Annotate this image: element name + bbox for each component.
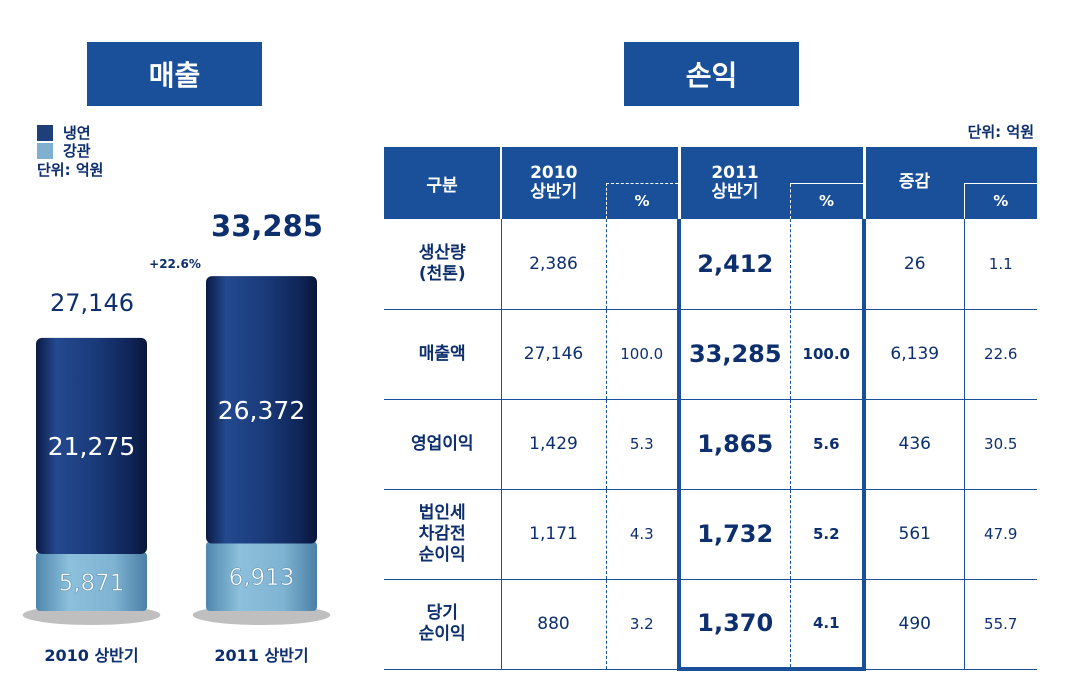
cell-2010-value: 1,171 [501, 489, 606, 580]
cell-2010-pct: 3.2 [605, 579, 680, 670]
cell-2011-pct: 5.2 [789, 489, 866, 580]
header-2010: 2010 상반기 [501, 147, 606, 219]
cell-change-pct: 1.1 [963, 219, 1037, 310]
sales-legend: 냉연 강관 단위: 억원 [37, 124, 103, 179]
header-2011-pct-top [790, 147, 866, 183]
cell-2010-value: 880 [501, 579, 606, 670]
cell-2010-pct: 4.3 [605, 489, 680, 580]
pnl-title: 손익 [624, 42, 799, 106]
total-label-2011: 33,285 [211, 209, 323, 243]
table-row: 당기 순이익 880 3.2 1,370 4.1 490 55.7 [384, 579, 1037, 671]
cell-2010-pct: 5.3 [605, 399, 680, 490]
cell-change-pct: 47.9 [963, 489, 1037, 580]
total-label-2010: 27,146 [50, 289, 134, 317]
legend-swatch-steel-pipe [37, 143, 53, 159]
pnl-table: 구분 2010 상반기 2011 상반기 증감 % % % 생산량 (천톤) 2,… [384, 147, 1037, 671]
cell-change-value: 436 [862, 399, 964, 490]
header-2010-pct: % [605, 182, 681, 219]
cell-change-pct: 30.5 [963, 399, 1037, 490]
sales-title: 매출 [87, 42, 262, 106]
cell-change-pct: 22.6 [963, 309, 1037, 400]
cell-2011-value: 1,370 [677, 579, 790, 671]
cell-2011-value: 33,285 [677, 309, 790, 400]
header-2011: 2011 상반기 [677, 147, 790, 219]
header-category: 구분 [384, 147, 502, 219]
row-label: 생산량 (천톤) [384, 219, 502, 310]
table-row: 생산량 (천톤) 2,386 2,412 26 1.1 [384, 219, 1037, 310]
cell-change-pct: 55.7 [963, 579, 1037, 670]
bar-label-cold-rolled: 26,372 [218, 396, 305, 425]
bar-label-steel-pipe: 6,913 [229, 565, 295, 591]
legend-item-cold-rolled: 냉연 [37, 124, 103, 142]
header-change: 증감 [862, 147, 964, 219]
cell-2011-value: 2,412 [677, 219, 790, 310]
cell-2010-pct [605, 219, 680, 310]
legend-item-steel-pipe: 강관 [37, 142, 103, 160]
header-2010-pct-top [606, 147, 681, 183]
cell-2011-pct: 5.6 [789, 399, 866, 490]
cell-2010-value: 2,386 [501, 219, 606, 310]
header-change-pct: % [963, 182, 1037, 219]
cell-2011-pct [789, 219, 866, 310]
cell-2011-value: 1,865 [677, 399, 790, 490]
legend-label-steel-pipe: 강관 [63, 142, 91, 160]
bar-label-cold-rolled: 21,275 [48, 432, 135, 461]
row-label: 법인세 차감전 순이익 [384, 489, 502, 580]
growth-label: +22.6% [149, 257, 201, 271]
cell-2010-value: 27,146 [501, 309, 606, 400]
cell-change-value: 490 [862, 579, 964, 670]
cell-change-value: 6,139 [862, 309, 964, 400]
cell-2010-value: 1,429 [501, 399, 606, 490]
header-change-pct-top [964, 147, 1037, 183]
cell-2010-pct: 100.0 [605, 309, 680, 400]
x-category-label: 2011 상반기 [214, 646, 308, 665]
cell-2011-pct: 100.0 [789, 309, 866, 400]
cell-change-value: 26 [862, 219, 964, 310]
bar-label-steel-pipe: 5,871 [59, 570, 125, 596]
table-row: 영업이익 1,429 5.3 1,865 5.6 436 30.5 [384, 399, 1037, 490]
table-row: 매출액 27,146 100.0 33,285 100.0 6,139 22.6 [384, 309, 1037, 400]
table-row: 법인세 차감전 순이익 1,171 4.3 1,732 5.2 561 47.9 [384, 489, 1037, 580]
sales-unit-label: 단위: 억원 [37, 161, 104, 179]
bar-segment-steel-pipe [36, 551, 147, 611]
row-label: 당기 순이익 [384, 579, 502, 670]
pnl-unit-label: 단위: 억원 [967, 123, 1034, 141]
cell-2011-value: 1,732 [677, 489, 790, 580]
legend-swatch-cold-rolled [37, 125, 53, 141]
bar-segment-steel-pipe [206, 541, 317, 611]
bar-segment-cold-rolled [36, 337, 147, 554]
cell-2011-pct: 4.1 [789, 579, 866, 671]
row-label: 영업이익 [384, 399, 502, 490]
x-category-label: 2010 상반기 [44, 646, 138, 665]
row-label: 매출액 [384, 309, 502, 400]
sales-bar-chart: 21,275 5,871 2010 상반기 26,372 6,913 2011 상반기 27… [22, 209, 331, 665]
bar-segment-cold-rolled [206, 276, 317, 544]
legend-label-cold-rolled: 냉연 [63, 124, 91, 142]
header-2011-pct: % [789, 182, 866, 219]
cell-change-value: 561 [862, 489, 964, 580]
